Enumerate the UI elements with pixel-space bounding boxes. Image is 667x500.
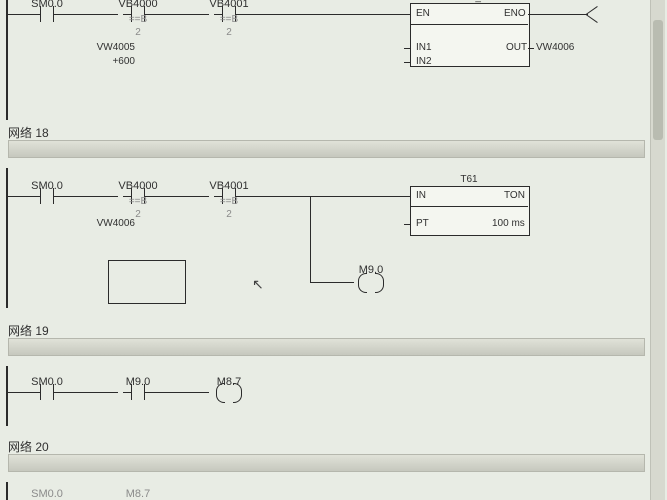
network-bar: [8, 454, 645, 472]
contact: [32, 188, 62, 204]
network-title: 网络 18: [8, 124, 49, 141]
contact: [32, 384, 62, 400]
mouse-cursor-icon: ↖: [252, 276, 264, 293]
network-title: 网络 20: [8, 438, 49, 455]
coil: [354, 273, 388, 291]
network-bar: [8, 338, 645, 356]
block-title: MUL_I: [454, 0, 483, 3]
network-bar: [8, 140, 645, 158]
network-title: 网络 19: [8, 322, 49, 339]
coil: [212, 383, 246, 401]
line-terminator-icon: [586, 7, 600, 21]
contact: [32, 6, 62, 22]
selection-box: [108, 260, 186, 304]
scrollbar[interactable]: [650, 0, 665, 500]
contact: [123, 384, 153, 400]
timer-label: T61: [460, 174, 477, 185]
